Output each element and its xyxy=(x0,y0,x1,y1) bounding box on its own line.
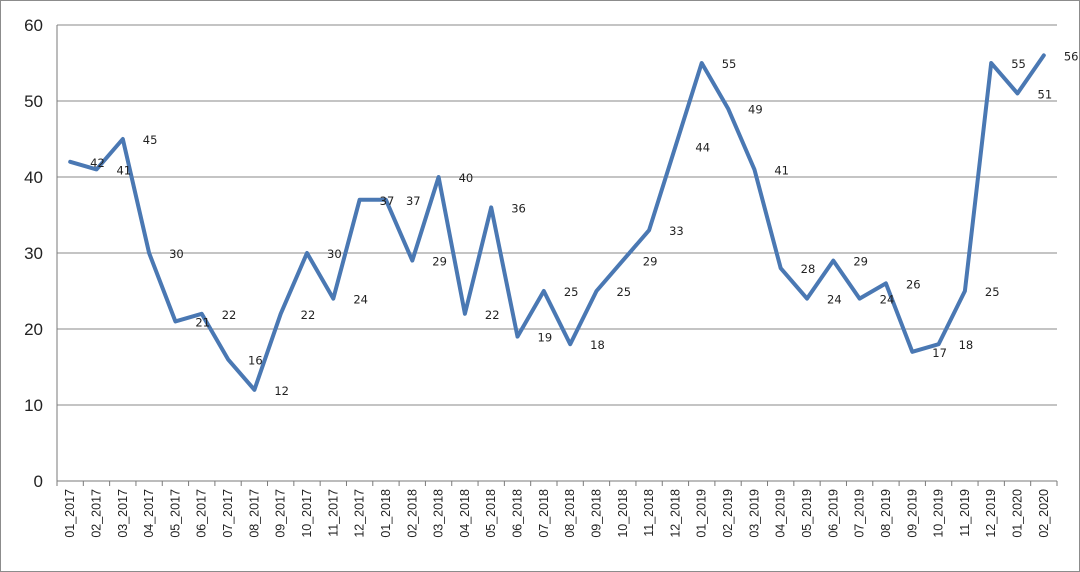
x-axis-ticks: 01_2017 02_2017 03_2017 04_2017 05_2017 06_20… xyxy=(63,489,1051,538)
data-label: 18 xyxy=(590,338,605,352)
gridlines xyxy=(57,24,1057,406)
x-tick-label: 06_2018 xyxy=(511,489,525,538)
data-label: 16 xyxy=(248,353,263,367)
x-tick-label: 10_2017 xyxy=(300,489,314,538)
x-tick-label: 05_2018 xyxy=(484,489,498,538)
x-tick-label: 04_2018 xyxy=(458,489,472,538)
data-label: 49 xyxy=(748,103,763,117)
data-label: 18 xyxy=(959,338,974,352)
x-tick-label: 05_2019 xyxy=(800,489,814,538)
data-label: 25 xyxy=(985,285,1000,299)
x-tick-label: 11_2017 xyxy=(326,489,340,537)
x-tick-label: 08_2017 xyxy=(247,489,261,538)
data-label: 55 xyxy=(722,57,737,71)
data-label: 30 xyxy=(169,247,184,261)
x-tick-label: 06_2017 xyxy=(195,489,209,538)
x-tick-label: 02_2017 xyxy=(89,489,103,538)
data-label: 21 xyxy=(195,315,210,329)
x-tick-label: 02_2019 xyxy=(721,489,735,538)
data-label: 22 xyxy=(301,308,316,322)
x-tick-label: 08_2018 xyxy=(563,489,577,538)
data-label: 26 xyxy=(906,277,921,291)
data-label: 44 xyxy=(695,141,710,155)
data-label: 41 xyxy=(116,163,131,177)
data-label: 28 xyxy=(801,262,816,276)
x-tick-label: 01_2019 xyxy=(695,489,709,538)
data-label: 55 xyxy=(1011,57,1026,71)
x-tick-label: 11_2019 xyxy=(958,489,972,537)
data-label: 22 xyxy=(485,308,500,322)
data-label: 29 xyxy=(643,255,658,269)
x-tick-label: 07_2017 xyxy=(221,489,235,538)
x-tick-label: 08_2019 xyxy=(879,489,893,538)
data-label: 41 xyxy=(774,163,789,177)
data-label: 25 xyxy=(564,285,579,299)
data-label: 33 xyxy=(669,224,684,238)
x-tick-label: 02_2018 xyxy=(405,489,419,538)
x-tick-label: 12_2019 xyxy=(984,489,998,538)
data-label: 29 xyxy=(853,255,868,269)
series-line xyxy=(68,53,1046,392)
x-tick-label: 07_2018 xyxy=(537,489,551,538)
data-label: 42 xyxy=(90,156,105,170)
series-line-group xyxy=(68,53,1046,392)
x-tick-label: 11_2018 xyxy=(642,489,656,537)
data-label: 24 xyxy=(880,293,895,307)
data-label: 17 xyxy=(932,346,947,360)
x-tick-label: 01_2020 xyxy=(1011,489,1025,538)
x-tick-label: 10_2018 xyxy=(616,489,630,538)
y-tick-label: 10 xyxy=(24,396,43,415)
data-label: 19 xyxy=(538,331,553,345)
y-axis-ticks: 0 10 20 30 40 50 60 xyxy=(24,16,43,491)
x-tick-label: 06_2019 xyxy=(826,489,840,538)
data-label: 24 xyxy=(353,293,368,307)
x-tick-label: 09_2018 xyxy=(589,489,603,538)
data-label: 56 xyxy=(1064,49,1079,63)
x-tick-label: 03_2019 xyxy=(747,489,761,538)
data-label: 29 xyxy=(432,255,447,269)
x-tick-label: 04_2019 xyxy=(774,489,788,538)
data-label: 30 xyxy=(327,247,342,261)
x-tick-label: 01_2017 xyxy=(63,489,77,538)
axes xyxy=(56,25,1058,486)
x-tick-label: 04_2017 xyxy=(142,489,156,538)
y-tick-label: 20 xyxy=(24,320,43,339)
y-tick-label: 40 xyxy=(24,168,43,187)
data-label: 36 xyxy=(511,201,526,215)
data-label: 37 xyxy=(406,194,421,208)
data-label: 24 xyxy=(827,293,842,307)
data-label: 37 xyxy=(380,194,395,208)
x-tick-label: 09_2017 xyxy=(274,489,288,538)
y-tick-label: 0 xyxy=(34,472,43,491)
data-label: 51 xyxy=(1038,87,1053,101)
x-tick-label: 12_2018 xyxy=(668,489,682,538)
x-tick-label: 10_2019 xyxy=(932,489,946,538)
data-labels: 42 41 45 30 21 22 16 12 22 30 24 37 37 29 40 22 36 19 25 18… xyxy=(90,49,1078,397)
x-tick-label: 02_2020 xyxy=(1037,489,1051,538)
x-tick-label: 03_2018 xyxy=(432,489,446,538)
x-tick-label: 05_2017 xyxy=(168,489,182,538)
x-tick-label: 07_2019 xyxy=(853,489,867,538)
data-label: 12 xyxy=(274,384,289,398)
data-label: 40 xyxy=(459,171,474,185)
data-label: 22 xyxy=(222,308,237,322)
x-tick-label: 01_2018 xyxy=(379,489,393,538)
x-tick-label: 03_2017 xyxy=(116,489,130,538)
data-label: 45 xyxy=(143,133,158,147)
y-tick-label: 60 xyxy=(24,16,43,35)
x-tick-label: 12_2017 xyxy=(353,489,367,538)
data-label: 25 xyxy=(616,285,631,299)
y-tick-label: 50 xyxy=(24,92,43,111)
y-tick-label: 30 xyxy=(24,244,43,263)
x-tick-label: 09_2019 xyxy=(905,489,919,538)
